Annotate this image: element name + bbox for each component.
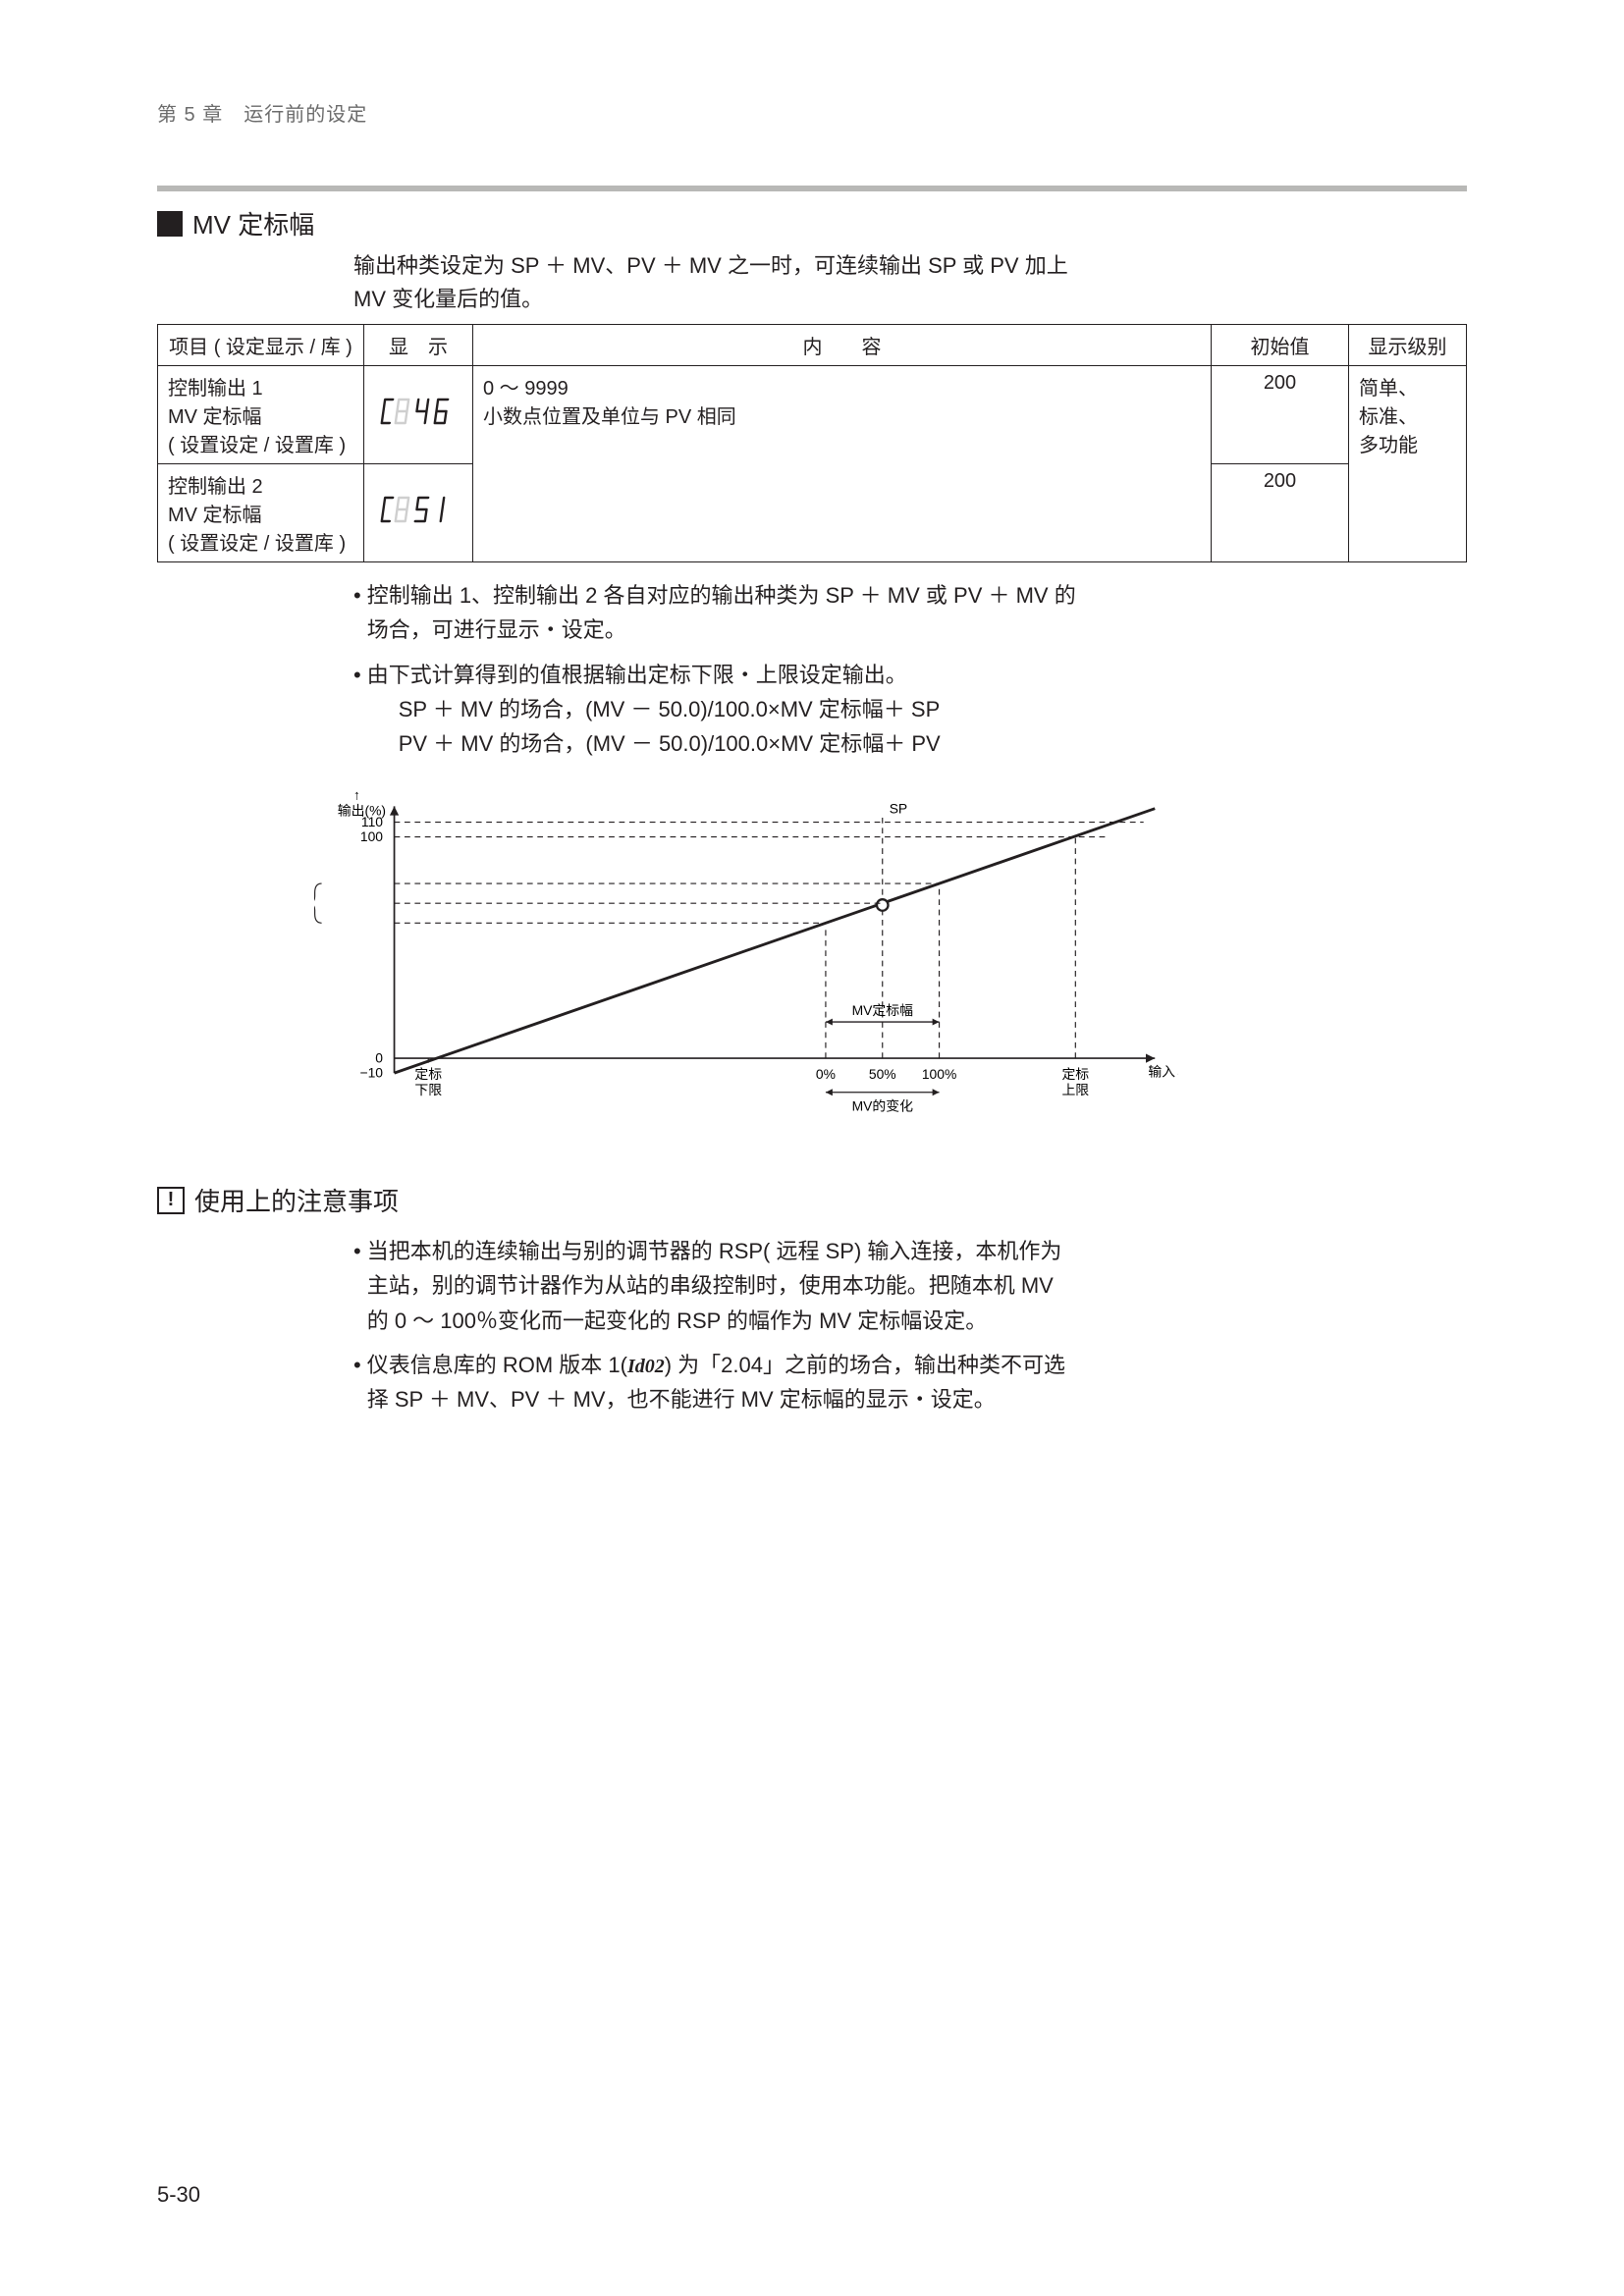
bullet-line: 场合，可进行显示・设定。 xyxy=(367,613,1076,647)
rom-code: Id02 xyxy=(627,1356,665,1377)
page-number: 5-30 xyxy=(157,2182,200,2208)
text-span: ) 为「2.04」之前的场合，输出种类不可选 xyxy=(665,1353,1065,1377)
cell-line: 简单、 xyxy=(1359,372,1456,400)
cell-level: 简单、 标准、 多功能 xyxy=(1349,366,1467,562)
cell-line: MV 定标幅 xyxy=(168,499,353,527)
chart-svg: 1101000−10↑输出(%)SPMV定标幅根据MV的输出的变化0%50%10… xyxy=(314,774,1178,1138)
cell-line: ( 设置设定 / 设置库 ) xyxy=(168,527,353,556)
th-display: 显 示 xyxy=(364,325,473,366)
svg-text:SP: SP xyxy=(890,800,908,816)
intro-text: 输出种类设定为 SP ＋ MV、PV ＋ MV 之一时，可连续输出 SP 或 P… xyxy=(353,249,1467,316)
caution-line: 仪表信息库的 ROM 版本 1(Id02) 为「2.04」之前的场合，输出种类不… xyxy=(367,1348,1065,1382)
caution-line: 择 SP ＋ MV、PV ＋ MV，也不能进行 MV 定标幅的显示・设定。 xyxy=(367,1382,1065,1416)
svg-text:输出(%): 输出(%) xyxy=(338,803,386,819)
text-span: 仪表信息库的 ROM 版本 1( xyxy=(367,1353,627,1377)
svg-text:上限: 上限 xyxy=(1061,1082,1089,1097)
cell-line: ( 设置设定 / 设置库 ) xyxy=(168,429,353,457)
th-level: 显示级别 xyxy=(1349,325,1467,366)
bullet-dot-icon: • xyxy=(353,658,361,762)
caution-line: 当把本机的连续输出与别的调节器的 RSP( 远程 SP) 输入连接，本机作为 xyxy=(367,1234,1062,1268)
cell-line: 控制输出 2 xyxy=(168,470,353,499)
section-rule xyxy=(157,186,1467,191)
th-content: 内 容 xyxy=(473,325,1212,366)
bullet-item: • 控制输出 1、控制输出 2 各自对应的输出种类为 SP ＋ MV 或 PV … xyxy=(353,578,1467,647)
caution-item: • 当把本机的连续输出与别的调节器的 RSP( 远程 SP) 输入连接，本机作为… xyxy=(353,1234,1467,1338)
seven-seg-icon xyxy=(374,391,462,434)
cell-init: 200 xyxy=(1212,366,1349,464)
intro-line: MV 变化量后的值。 xyxy=(353,283,1467,316)
svg-text:定标: 定标 xyxy=(414,1066,442,1082)
section-title-text: MV 定标幅 xyxy=(192,205,314,241)
svg-text:100%: 100% xyxy=(922,1066,956,1082)
chapter-header: 第 5 章 运行前的设定 xyxy=(157,98,1467,127)
mv-scaling-chart: 1101000−10↑输出(%)SPMV定标幅根据MV的输出的变化0%50%10… xyxy=(314,774,1467,1143)
section-title: MV 定标幅 xyxy=(157,205,1467,241)
bullet-line: 由下式计算得到的值根据输出定标下限・上限设定输出。 xyxy=(367,658,941,692)
bullet-item: • 由下式计算得到的值根据输出定标下限・上限设定输出。 SP ＋ MV 的场合，… xyxy=(353,658,1467,762)
cell-init: 200 xyxy=(1212,464,1349,562)
parameter-table: 项目 ( 设定显示 / 库 ) 显 示 内 容 初始值 显示级别 控制输出 1 … xyxy=(157,324,1467,562)
bullet-dot-icon: • xyxy=(353,1234,361,1338)
svg-text:100: 100 xyxy=(360,828,383,844)
cell-line: 多功能 xyxy=(1359,429,1456,457)
svg-text:↑: ↑ xyxy=(353,787,360,803)
cell-content: 0 ～ 9999 小数点位置及单位与 PV 相同 xyxy=(473,366,1212,562)
caution-icon: ! xyxy=(157,1187,185,1214)
svg-text:输入→: 输入→ xyxy=(1148,1064,1178,1080)
bullet-line: 控制输出 1、控制输出 2 各自对应的输出种类为 SP ＋ MV 或 PV ＋ … xyxy=(367,578,1076,613)
svg-text:0: 0 xyxy=(375,1050,383,1066)
section-marker-icon xyxy=(157,211,183,237)
cell-line: MV 定标幅 xyxy=(168,400,353,429)
caution-list: • 当把本机的连续输出与别的调节器的 RSP( 远程 SP) 输入连接，本机作为… xyxy=(353,1234,1467,1416)
caution-line: 的 0 ～ 100％变化而一起变化的 RSP 的幅作为 MV 定标幅设定。 xyxy=(367,1304,1062,1338)
cell-line: 0 ～ 9999 xyxy=(483,372,1201,400)
svg-text:−10: −10 xyxy=(359,1065,383,1081)
seven-seg-icon xyxy=(374,489,462,532)
cell-item: 控制输出 2 MV 定标幅 ( 设置设定 / 设置库 ) xyxy=(158,464,364,562)
bullet-dot-icon: • xyxy=(353,1348,361,1416)
svg-text:0%: 0% xyxy=(816,1066,836,1082)
caution-item: • 仪表信息库的 ROM 版本 1(Id02) 为「2.04」之前的场合，输出种… xyxy=(353,1348,1467,1416)
svg-text:下限: 下限 xyxy=(414,1082,442,1097)
svg-text:MV定标幅: MV定标幅 xyxy=(852,1002,914,1018)
cell-line: 控制输出 1 xyxy=(168,372,353,400)
svg-text:MV的变化: MV的变化 xyxy=(852,1097,914,1113)
svg-text:定标: 定标 xyxy=(1061,1066,1089,1082)
intro-line: 输出种类设定为 SP ＋ MV、PV ＋ MV 之一时，可连续输出 SP 或 P… xyxy=(353,249,1467,283)
cell-line: 标准、 xyxy=(1359,400,1456,429)
cell-display xyxy=(364,464,473,562)
cell-display xyxy=(364,366,473,464)
bullet-list: • 控制输出 1、控制输出 2 各自对应的输出种类为 SP ＋ MV 或 PV … xyxy=(353,578,1467,761)
svg-text:50%: 50% xyxy=(869,1066,896,1082)
bullet-dot-icon: • xyxy=(353,578,361,647)
cell-line: 小数点位置及单位与 PV 相同 xyxy=(483,400,1201,429)
th-item: 项目 ( 设定显示 / 库 ) xyxy=(158,325,364,366)
cell-item: 控制输出 1 MV 定标幅 ( 设置设定 / 设置库 ) xyxy=(158,366,364,464)
bullet-sub-line: PV ＋ MV 的场合，(MV － 50.0)/100.0×MV 定标幅＋ PV xyxy=(399,726,941,761)
caution-line: 主站，别的调节计器作为从站的串级控制时，使用本功能。把随本机 MV xyxy=(367,1268,1062,1303)
th-init: 初始值 xyxy=(1212,325,1349,366)
bullet-sub-line: SP ＋ MV 的场合，(MV － 50.0)/100.0×MV 定标幅＋ SP xyxy=(399,692,941,726)
caution-heading: ! 使用上的注意事项 xyxy=(157,1182,1467,1218)
caution-title: 使用上的注意事项 xyxy=(194,1182,399,1218)
table-row: 控制输出 1 MV 定标幅 ( 设置设定 / 设置库 ) xyxy=(158,366,1467,464)
